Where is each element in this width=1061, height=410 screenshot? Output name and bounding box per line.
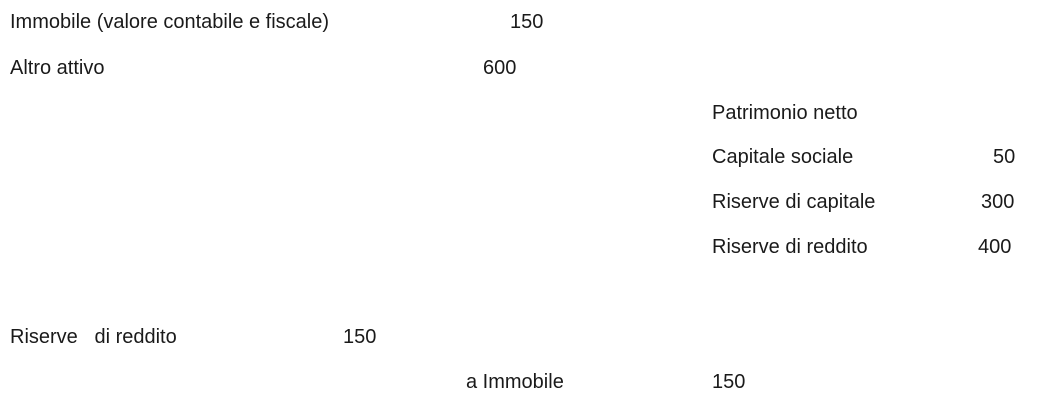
debit-label: Riserve di reddito xyxy=(10,326,177,348)
debit-value: 150 xyxy=(343,326,377,348)
equity-value: 400 xyxy=(978,236,1012,258)
equity-value: 50 xyxy=(993,146,1016,168)
asset-value: 150 xyxy=(510,11,544,33)
asset-value: 600 xyxy=(483,57,517,79)
equity-label: Riserve di capitale xyxy=(712,191,876,213)
equity-value: 300 xyxy=(981,191,1015,213)
credit-label: a Immobile xyxy=(466,371,564,393)
asset-label: Immobile (valore contabile e fiscale) xyxy=(10,11,330,33)
asset-label: Altro attivo xyxy=(10,57,105,79)
credit-value: 150 xyxy=(712,371,746,393)
equity-label: Capitale sociale xyxy=(712,146,854,168)
equity-heading: Patrimonio netto xyxy=(712,102,858,124)
equity-label: Riserve di reddito xyxy=(712,236,868,258)
